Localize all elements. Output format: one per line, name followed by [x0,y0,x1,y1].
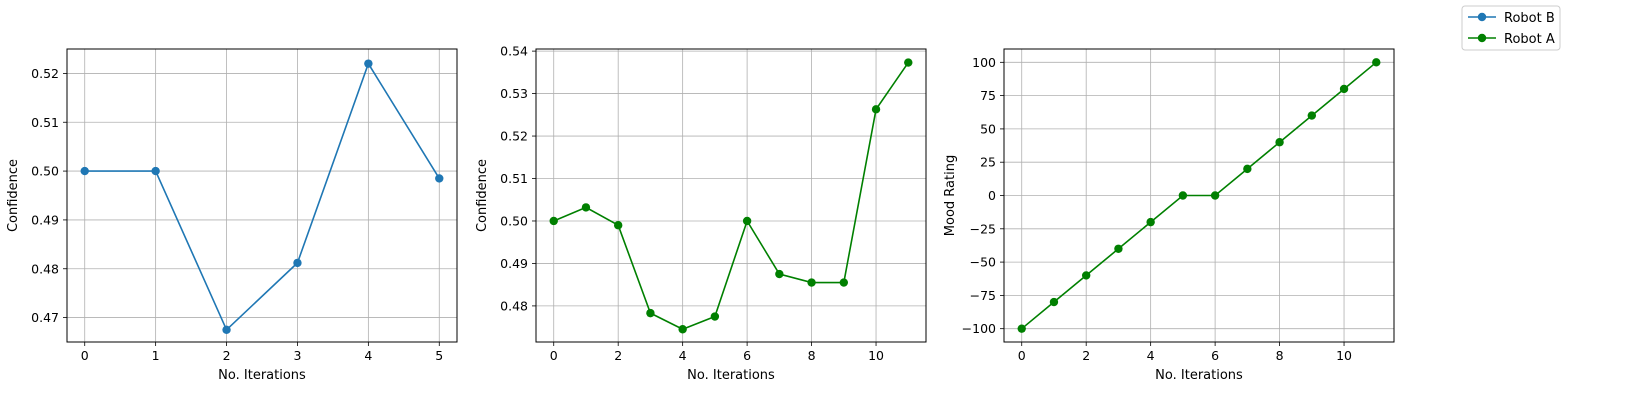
y-axis-label: Mood Rating [943,155,958,236]
data-point [807,278,816,287]
y-tick-label: −50 [970,255,996,270]
x-tick-label: 2 [614,348,622,363]
series-line [84,61,440,332]
data-point [904,58,913,67]
data-point [613,221,623,230]
axes-frame [1003,48,1395,343]
y-axis-label: Confidence [475,159,490,232]
data-point [581,203,591,212]
data-point [1081,271,1091,280]
x-tick-label: 2 [1082,348,1090,363]
x-axis-label: No. Iterations [687,368,775,383]
x-tick-label: 6 [1211,348,1219,363]
x-tick-label: 8 [1276,348,1284,363]
x-tick-label: 10 [868,348,884,363]
y-tick-label: 25 [980,155,996,170]
data-point [364,59,373,68]
y-tick-label: 100 [972,55,996,70]
y-tick-label: 0.52 [500,129,528,144]
x-axis-label: No. Iterations [218,368,306,383]
x-tick-label: 10 [1336,348,1352,363]
x-tick-label: 0 [1018,348,1026,363]
data-point [871,105,881,114]
y-tick-label: −100 [962,321,996,336]
y-tick-label: 0.48 [500,298,528,313]
x-tick-label: 8 [808,348,816,363]
x-tick-label: 0 [81,348,89,363]
y-tick-label: 0.51 [500,171,528,186]
confidence-robot-a-panel: 0 2 4 6 8 10 0.48 0.49 0.50 0.51 0.52 0.53 0.54 No. I… [475,44,927,383]
series-line [1021,61,1377,330]
legend-label-robot-b: Robot B [1504,11,1555,26]
legend-marker-robot-b [1477,12,1487,22]
data-point [1210,191,1220,200]
legend-label-robot-a: Robot A [1504,32,1555,47]
x-tick-label: 4 [364,348,372,363]
data-point [549,216,558,226]
x-tick-label: 1 [152,348,160,363]
data-point [1146,217,1155,227]
x-tick-label: 5 [435,348,443,363]
y-tick-label: 0.49 [500,256,528,271]
y-tick-label: −75 [970,288,996,303]
y-tick-label: 0.49 [31,212,59,227]
legend: Robot B Robot A [1461,5,1561,51]
x-tick-label: 2 [223,348,231,363]
data-point [742,216,752,226]
data-point [1372,58,1381,67]
x-tick-label: 3 [293,348,301,363]
series-line [553,62,909,331]
data-point [775,269,784,279]
y-tick-label: −25 [970,221,996,236]
y-tick-label: 0.52 [31,66,59,81]
y-tick-label: 0.53 [500,86,528,101]
y-tick-label: 75 [980,88,996,103]
data-point [1275,138,1284,147]
x-axis-label: No. Iterations [1155,368,1243,383]
data-point [293,258,302,268]
y-tick-label: 0.48 [31,261,59,276]
y-axis-label: Confidence [6,159,21,232]
data-point [435,174,444,183]
data-point [80,166,89,176]
y-tick-label: 0 [988,188,996,203]
y-tick-label: 0.47 [31,310,59,325]
data-point [678,325,687,334]
data-point [222,325,231,334]
data-point [1178,191,1188,200]
data-point [151,166,160,176]
x-tick-label: 0 [550,348,558,363]
x-tick-label: 4 [1147,348,1155,363]
mood-rating-robot-a-panel: 0 2 4 6 8 10 −100 −75 −50 −25 0 25 50 75 100 No. Iterat… [943,48,1395,383]
confidence-robot-b-panel: 0 1 2 3 4 5 0.47 0.48 0.49 0.50 0.51 0.52 No. Iterat… [6,48,458,383]
data-point [1339,84,1349,94]
data-point [1049,297,1059,307]
y-tick-label: 0.54 [500,44,528,59]
y-tick-label: 0.50 [500,213,528,228]
x-tick-label: 4 [679,348,687,363]
axes-frame [66,48,458,343]
data-point [646,308,655,318]
data-point [1017,324,1026,333]
data-point [1114,244,1123,253]
data-point [1243,164,1252,174]
axes-frame [535,48,927,343]
x-tick-label: 6 [743,348,751,363]
data-point [710,312,720,321]
data-point [839,278,849,287]
data-point [1307,111,1317,120]
legend-marker-robot-a [1477,33,1487,43]
y-tick-label: 0.50 [31,164,59,179]
y-tick-label: 0.51 [31,115,59,130]
y-tick-label: 50 [980,121,996,136]
